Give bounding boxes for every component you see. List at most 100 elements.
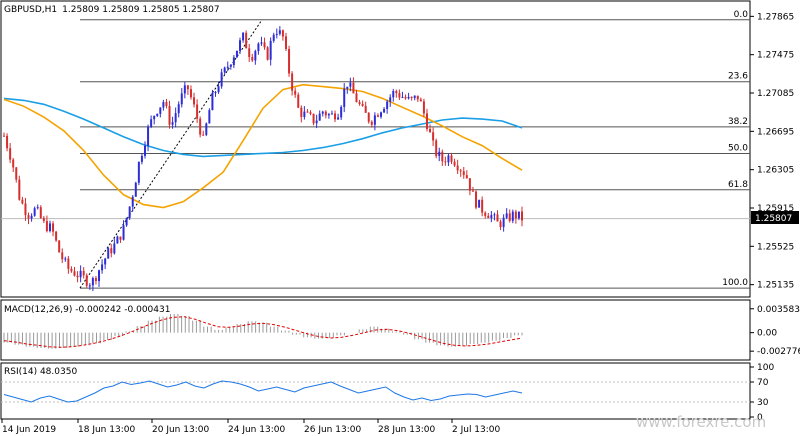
candle-body: [248, 48, 251, 57]
price-axis: 1.27865 1.27475 1.27085 1.26695 1.26305 1.259…: [750, 12, 794, 291]
candle-body: [456, 165, 459, 171]
candle-body: [162, 102, 165, 108]
candle-body: [208, 110, 211, 124]
candle-body: [272, 34, 275, 41]
candle-body: [398, 93, 401, 98]
candle-body: [383, 108, 386, 113]
candle-body: [340, 106, 343, 118]
chart-header: GBPUSD,H1 1.25809 1.25809 1.25805 1.25807: [4, 5, 220, 15]
candle-body: [125, 217, 128, 226]
candle-body: [205, 123, 208, 135]
candle-body: [260, 42, 263, 44]
candle-body: [153, 115, 156, 120]
candle-body: [435, 140, 438, 156]
candle-body: [355, 93, 358, 103]
last-price-box: [751, 211, 799, 224]
candle-body: [389, 97, 392, 102]
candle-body: [410, 96, 413, 98]
candle-body: [202, 134, 205, 136]
candle-body: [312, 113, 315, 124]
candle-body: [281, 30, 284, 37]
time-tick-label: 28 Jun 13:00: [378, 425, 435, 435]
candle-body: [85, 275, 88, 286]
price-tick-label: 1.27475: [757, 51, 794, 61]
candle-body: [441, 151, 444, 162]
candle-body: [156, 113, 159, 116]
fib-label: 100.0: [722, 278, 748, 288]
candle-body: [183, 85, 186, 94]
candle-body: [110, 248, 113, 254]
candle-body: [239, 40, 242, 51]
candle-body: [330, 113, 333, 115]
candle-body: [358, 102, 361, 104]
candle-body: [24, 203, 27, 216]
candle-body: [315, 120, 318, 124]
price-tick-label: 1.25915: [757, 204, 794, 214]
candle-body: [404, 96, 407, 99]
candle-body: [45, 220, 48, 232]
candle-body: [223, 67, 226, 73]
candle-body: [18, 179, 21, 200]
candle-body: [64, 258, 67, 260]
candle-body: [511, 211, 514, 221]
candle-body: [367, 112, 370, 122]
candle-body: [422, 101, 425, 114]
candle-body: [229, 65, 232, 67]
candle-body: [294, 90, 297, 95]
moving-averages: [3, 83, 523, 209]
candle-body: [481, 199, 484, 213]
candle-body: [349, 82, 352, 87]
candle-body: [444, 161, 447, 163]
candle-body: [370, 121, 373, 125]
candle-body: [364, 105, 367, 113]
watermark: www.forexre.com: [636, 413, 766, 431]
candle-body: [177, 104, 180, 114]
candle-body: [98, 270, 101, 282]
macd-tick-label: 0.00: [757, 329, 777, 339]
ma-slow-line: [3, 97, 523, 158]
candle-body: [91, 278, 94, 286]
candle-body: [226, 66, 229, 68]
candle-body: [189, 89, 192, 98]
candle-body: [468, 178, 471, 191]
candle-body: [122, 225, 125, 240]
fib-label: 23.6: [728, 72, 748, 82]
candle-body: [490, 215, 493, 219]
candle-body: [521, 211, 523, 221]
candle-body: [517, 211, 520, 219]
candle-body: [140, 155, 143, 162]
candle-body: [104, 258, 107, 265]
rsi-indicator: 100 70 30 0: [1, 363, 774, 423]
candle-body: [425, 113, 428, 129]
candle-body: [79, 270, 82, 278]
candle-body: [462, 171, 465, 176]
candle-body: [73, 271, 76, 276]
fib-label: 38.2: [728, 117, 748, 127]
time-tick-label: 24 Jun 13:00: [228, 425, 285, 435]
candle-body: [159, 107, 162, 114]
candle-body: [70, 268, 73, 272]
candle-body: [107, 248, 110, 259]
candle-body: [297, 94, 300, 108]
candle-body: [186, 85, 189, 90]
candle-body: [119, 236, 122, 240]
candle-body: [58, 240, 61, 253]
candle-body: [52, 223, 55, 232]
candle-body: [471, 190, 474, 192]
candle-body: [6, 135, 9, 149]
rsi-label: RSI(14) 48.0350: [4, 367, 77, 377]
candle-body: [505, 213, 508, 218]
time-tick-label: 14 Jun 2019: [2, 425, 56, 435]
candle-body: [113, 243, 116, 254]
candle-body: [55, 231, 58, 241]
rsi-panel-frame: [0, 362, 751, 420]
candle-body: [284, 36, 287, 50]
candle-body: [116, 236, 119, 244]
candle-body: [42, 217, 45, 221]
candle-body: [257, 43, 260, 52]
candle-body: [484, 212, 487, 216]
candle-body: [33, 208, 36, 216]
price-tick-label: 1.26695: [757, 127, 794, 137]
time-tick-label: 18 Jun 13:00: [78, 425, 135, 435]
